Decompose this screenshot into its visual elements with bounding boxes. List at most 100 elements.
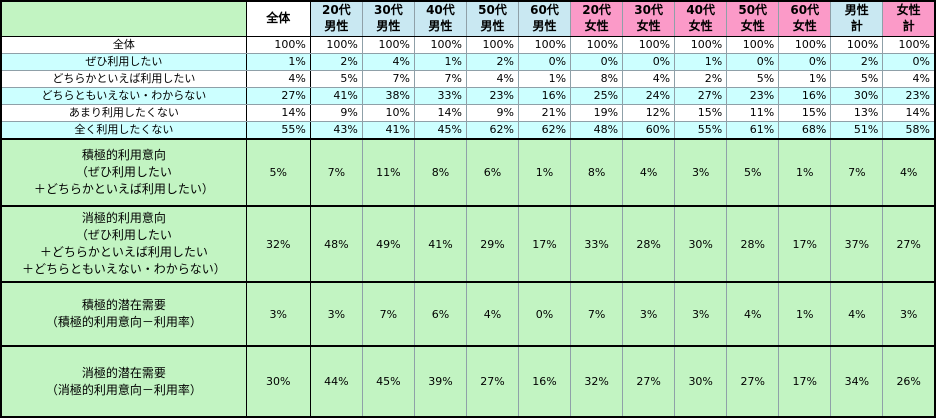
value-cell: 26% [882,345,936,418]
value-cell: 17% [778,345,832,418]
value-cell: 5% [726,70,780,88]
column-header: 50代 男性 [465,0,520,37]
value-cell: 0% [517,53,572,71]
value-cell: 7% [570,281,624,347]
value-cell: 100% [309,36,363,54]
value-cell: 3% [674,281,728,347]
value-cell: 100% [361,36,415,54]
value-cell: 27% [882,205,936,283]
row-label: どちらともいえない・わからない [0,87,247,105]
value-cell: 1% [245,53,311,71]
value-cell: 28% [622,205,676,283]
value-cell: 1% [778,70,832,88]
value-cell: 4% [726,281,780,347]
summary-row: 消極的潜在需要 （消極的利用意向－利用率） 30% 44% 45% 39% 27% 16% 3… [0,345,936,418]
value-cell: 100% [245,36,311,54]
value-cell: 4% [882,70,936,88]
column-header: 全体 [245,0,311,37]
value-cell: 2% [465,53,520,71]
value-cell: 58% [882,121,936,140]
value-cell: 17% [517,205,572,283]
value-cell: 38% [361,87,415,105]
value-cell: 25% [570,87,624,105]
row-label: 積極的潜在需要 （積極的利用意向－利用率） [0,281,247,347]
value-cell: 29% [465,205,520,283]
value-cell: 24% [622,87,676,105]
value-cell: 41% [413,205,467,283]
row-label: 積極的利用意向 （ぜひ利用したい ＋どちらかといえば利用したい） [0,138,247,207]
value-cell: 4% [622,138,676,207]
value-cell: 0% [726,53,780,71]
value-cell: 7% [830,138,884,207]
value-cell: 5% [830,70,884,88]
value-cell: 3% [882,281,936,347]
column-header: 40代 女性 [674,0,728,37]
value-cell: 44% [309,345,363,418]
value-cell: 3% [674,138,728,207]
column-header: 30代 女性 [622,0,676,37]
value-cell: 100% [517,36,572,54]
value-cell: 11% [726,104,780,122]
column-header: 20代 女性 [570,0,624,37]
value-cell: 100% [674,36,728,54]
value-cell: 100% [778,36,832,54]
summary-row: 消極的利用意向 （ぜひ利用したい ＋どちらかといえば利用したい ＋どちらともいえ… [0,205,936,283]
value-cell: 45% [361,345,415,418]
value-cell: 27% [674,87,728,105]
value-cell: 23% [465,87,520,105]
value-cell: 33% [570,205,624,283]
value-cell: 62% [465,121,520,140]
value-cell: 5% [726,138,780,207]
value-cell: 4% [245,70,311,88]
value-cell: 4% [465,70,520,88]
value-cell: 8% [570,70,624,88]
value-cell: 55% [245,121,311,140]
value-cell: 4% [361,53,415,71]
summary-row: 積極的潜在需要 （積極的利用意向－利用率） 3% 3% 7% 6% 4% 0% 7% 3% 3% 4… [0,281,936,347]
row-label: 全体 [0,36,247,54]
value-cell: 0% [517,281,572,347]
value-cell: 9% [465,104,520,122]
value-cell: 49% [361,205,415,283]
value-cell: 30% [674,205,728,283]
value-cell: 14% [413,104,467,122]
value-cell: 30% [245,345,311,418]
value-cell: 13% [830,104,884,122]
value-cell: 16% [517,345,572,418]
value-cell: 7% [361,70,415,88]
column-header: 50代 女性 [726,0,780,37]
value-cell: 6% [465,138,520,207]
value-cell: 3% [245,281,311,347]
value-cell: 45% [413,121,467,140]
value-cell: 0% [778,53,832,71]
value-cell: 39% [413,345,467,418]
value-cell: 4% [465,281,520,347]
row-label: 消極的潜在需要 （消極的利用意向－利用率） [0,345,247,418]
value-cell: 5% [309,70,363,88]
value-cell: 27% [622,345,676,418]
value-cell: 33% [413,87,467,105]
row-label: 全く利用したくない [0,121,247,140]
value-cell: 55% [674,121,728,140]
column-header: 60代 女性 [778,0,832,37]
column-header: 60代 男性 [517,0,572,37]
value-cell: 12% [622,104,676,122]
data-row: あまり利用したくない 14% 9% 10% 14% 9% 21% 19% 12% 15% 11% 15… [0,104,936,122]
value-cell: 100% [622,36,676,54]
header-row: 全体 20代 男性 30代 男性 40代 男性 50代 男性 60代 男性 20代 女性 30… [0,0,936,37]
value-cell: 2% [309,53,363,71]
value-cell: 41% [361,121,415,140]
value-cell: 10% [361,104,415,122]
value-cell: 19% [570,104,624,122]
value-cell: 1% [778,281,832,347]
value-cell: 8% [413,138,467,207]
data-row: 全く利用したくない 55% 43% 41% 45% 62% 62% 48% 60% 55% 61% 6… [0,121,936,140]
value-cell: 1% [413,53,467,71]
value-cell: 7% [413,70,467,88]
column-header: 20代 男性 [309,0,363,37]
value-cell: 14% [882,104,936,122]
value-cell: 27% [245,87,311,105]
value-cell: 61% [726,121,780,140]
value-cell: 100% [465,36,520,54]
value-cell: 7% [361,281,415,347]
